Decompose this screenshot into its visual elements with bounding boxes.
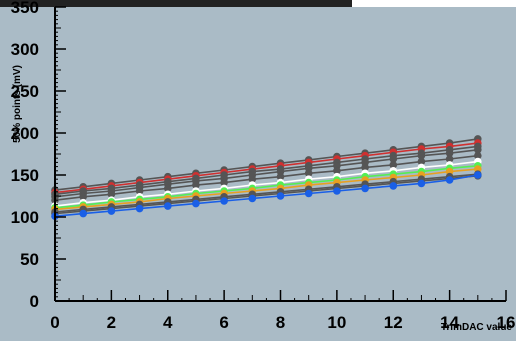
series-10-point-11 — [361, 184, 369, 193]
y-tick-label-250: 250 — [11, 82, 39, 101]
series-10-point-15 — [474, 171, 482, 179]
series-line-7 — [54, 168, 478, 211]
y-tick-label-150: 150 — [11, 166, 39, 185]
series-4-point-3 — [135, 187, 144, 195]
series-10-point-3 — [135, 204, 144, 213]
series-line-2 — [54, 145, 478, 196]
series-10-point-4 — [164, 202, 172, 210]
series-3-point-12 — [389, 155, 398, 163]
series-4-point-10 — [333, 167, 341, 175]
series-3-point-15 — [474, 146, 482, 154]
series-line-3 — [54, 149, 478, 198]
series-line-0 — [54, 138, 478, 191]
x-tick-label-12: 12 — [384, 313, 403, 332]
y-tick-label-200: 200 — [11, 124, 39, 143]
series-4-point-15 — [474, 151, 482, 160]
series-4-point-1 — [79, 193, 87, 201]
x-tick-label-10: 10 — [327, 313, 346, 332]
y-tick-label-350: 350 — [11, 0, 39, 17]
series-4-point-9 — [304, 169, 313, 178]
axes-layer: 0 50 100 150 200 250 300 350 0 2 4 6 8 10 12 14 16 — [11, 0, 516, 332]
series-3-point-13 — [417, 151, 426, 160]
series-3-point-14 — [445, 149, 454, 157]
y-axis-label: 50% points (mV) — [12, 65, 23, 143]
series-10-point-10 — [333, 187, 341, 195]
series-10-point-9 — [304, 189, 313, 198]
title-bar-fill — [352, 0, 516, 7]
series-line-6 — [54, 165, 478, 209]
x-tick-label-14: 14 — [440, 313, 459, 332]
x-tick-label-16: 16 — [497, 313, 516, 332]
y-tick-label-50: 50 — [20, 250, 39, 269]
x-tick-label-8: 8 — [276, 313, 285, 332]
series-4-point-11 — [361, 163, 369, 172]
series-4-point-2 — [107, 190, 116, 199]
series-4-point-5 — [192, 181, 200, 189]
series-4-point-7 — [248, 175, 257, 183]
series-10-point-1 — [79, 209, 87, 218]
series-10-point-5 — [192, 199, 200, 208]
y-tick-label-0: 0 — [30, 292, 39, 311]
x-axis-label: TrimDAC value — [441, 322, 513, 333]
series-10-point-7 — [248, 194, 257, 203]
y-tick-label-300: 300 — [11, 40, 39, 59]
series-4-point-14 — [445, 155, 454, 163]
x-tick-label-4: 4 — [163, 313, 173, 332]
series-10-point-14 — [445, 176, 454, 184]
series-4-point-12 — [389, 161, 398, 169]
series-line-1 — [54, 142, 478, 194]
series-4-point-13 — [417, 157, 426, 166]
series-layer — [51, 135, 482, 220]
x-tick-label-2: 2 — [107, 313, 116, 332]
series-line-9 — [54, 175, 478, 215]
series-10-point-6 — [220, 197, 228, 205]
series-line-5 — [54, 160, 478, 207]
x-tick-label-0: 0 — [50, 313, 59, 332]
series-line-8 — [54, 173, 478, 213]
title-bar-remnant — [0, 0, 352, 7]
series-4-point-4 — [164, 184, 172, 193]
y-tick-label-100: 100 — [11, 208, 39, 227]
series-10-point-12 — [389, 182, 398, 190]
series-10-point-13 — [417, 179, 426, 188]
series-line-10 — [54, 174, 478, 217]
series-4-point-8 — [276, 172, 285, 181]
series-10-point-8 — [276, 192, 285, 200]
series-4-point-6 — [220, 178, 228, 187]
series-line-4 — [54, 154, 478, 201]
series-10-point-2 — [107, 207, 116, 215]
x-tick-label-6: 6 — [219, 313, 228, 332]
